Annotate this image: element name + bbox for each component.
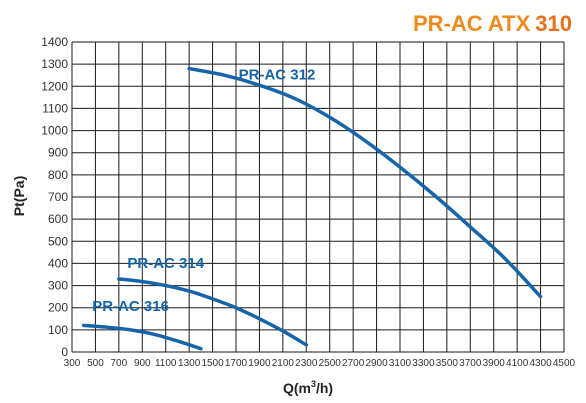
series-label: PR-AC 316 [92, 298, 169, 315]
x-tick-label: 3500 [436, 358, 459, 369]
y-tick-label: 900 [48, 146, 68, 160]
y-tick-label: 600 [48, 212, 68, 226]
series-curves [81, 66, 543, 351]
x-tick-label: 500 [87, 358, 104, 369]
y-axis-ticks: 0 100 200 300 400 500 600 700 800 900 1000 1100 1200… [41, 35, 68, 359]
x-tick-label: 700 [111, 358, 128, 369]
x-tick-label: 3300 [412, 358, 435, 369]
x-tick-label: 4500 [553, 358, 576, 369]
x-tick-label: 2700 [342, 358, 365, 369]
x-tick-label: 4300 [529, 358, 552, 369]
x-tick-label: 4100 [506, 358, 529, 369]
series-line [117, 277, 309, 347]
y-tick-label: 400 [48, 256, 68, 270]
chart-grid [71, 41, 565, 353]
x-tick-label: 2900 [365, 358, 388, 369]
x-tick-label: 2500 [319, 358, 342, 369]
x-tick-label: 1300 [178, 358, 201, 369]
series-labels: PR-AC 312 PR-AC 314 PR-AC 316 [92, 67, 315, 315]
x-tick-label: 3100 [389, 358, 412, 369]
x-tick-label: 3900 [483, 358, 506, 369]
y-tick-label: 1000 [41, 124, 68, 138]
y-tick-label: 100 [48, 323, 68, 337]
x-tick-label: 2100 [272, 358, 295, 369]
series-label: PR-AC 314 [127, 255, 204, 272]
series-label: PR-AC 312 [239, 67, 316, 84]
x-tick-label: 1700 [225, 358, 248, 369]
y-tick-label: 0 [61, 345, 68, 359]
x-tick-label: 1100 [155, 358, 177, 369]
y-tick-label: 800 [48, 168, 68, 182]
x-tick-label: 900 [134, 358, 151, 369]
x-axis-ticks: 300 500 700 900 1100 1300 1500 1700 1900 2100 2300… [64, 358, 576, 369]
chart-title-text: PR-AC ATX [412, 11, 531, 36]
x-tick-label: 2300 [295, 358, 318, 369]
series-line [81, 323, 203, 351]
y-tick-label: 300 [48, 279, 68, 293]
y-tick-label: 200 [48, 301, 68, 315]
y-tick-label: 700 [48, 190, 68, 204]
x-tick-label: 300 [64, 358, 81, 369]
y-tick-label: 1400 [41, 35, 68, 49]
series-line [187, 66, 543, 299]
x-tick-label: 1500 [201, 358, 224, 369]
y-tick-label: 500 [48, 234, 68, 248]
x-axis-label: Q(m3/h) [283, 379, 333, 396]
chart-title-number: 310 [535, 11, 572, 36]
y-tick-label: 1100 [42, 101, 68, 115]
chart-title: PR-AC ATX 310 [413, 11, 572, 37]
y-tick-label: 1300 [41, 57, 68, 71]
x-tick-label: 3700 [459, 358, 482, 369]
x-tick-label: 1900 [248, 358, 271, 369]
y-axis-label: Pt(Pa) [11, 176, 27, 216]
y-tick-label: 1200 [41, 79, 68, 93]
